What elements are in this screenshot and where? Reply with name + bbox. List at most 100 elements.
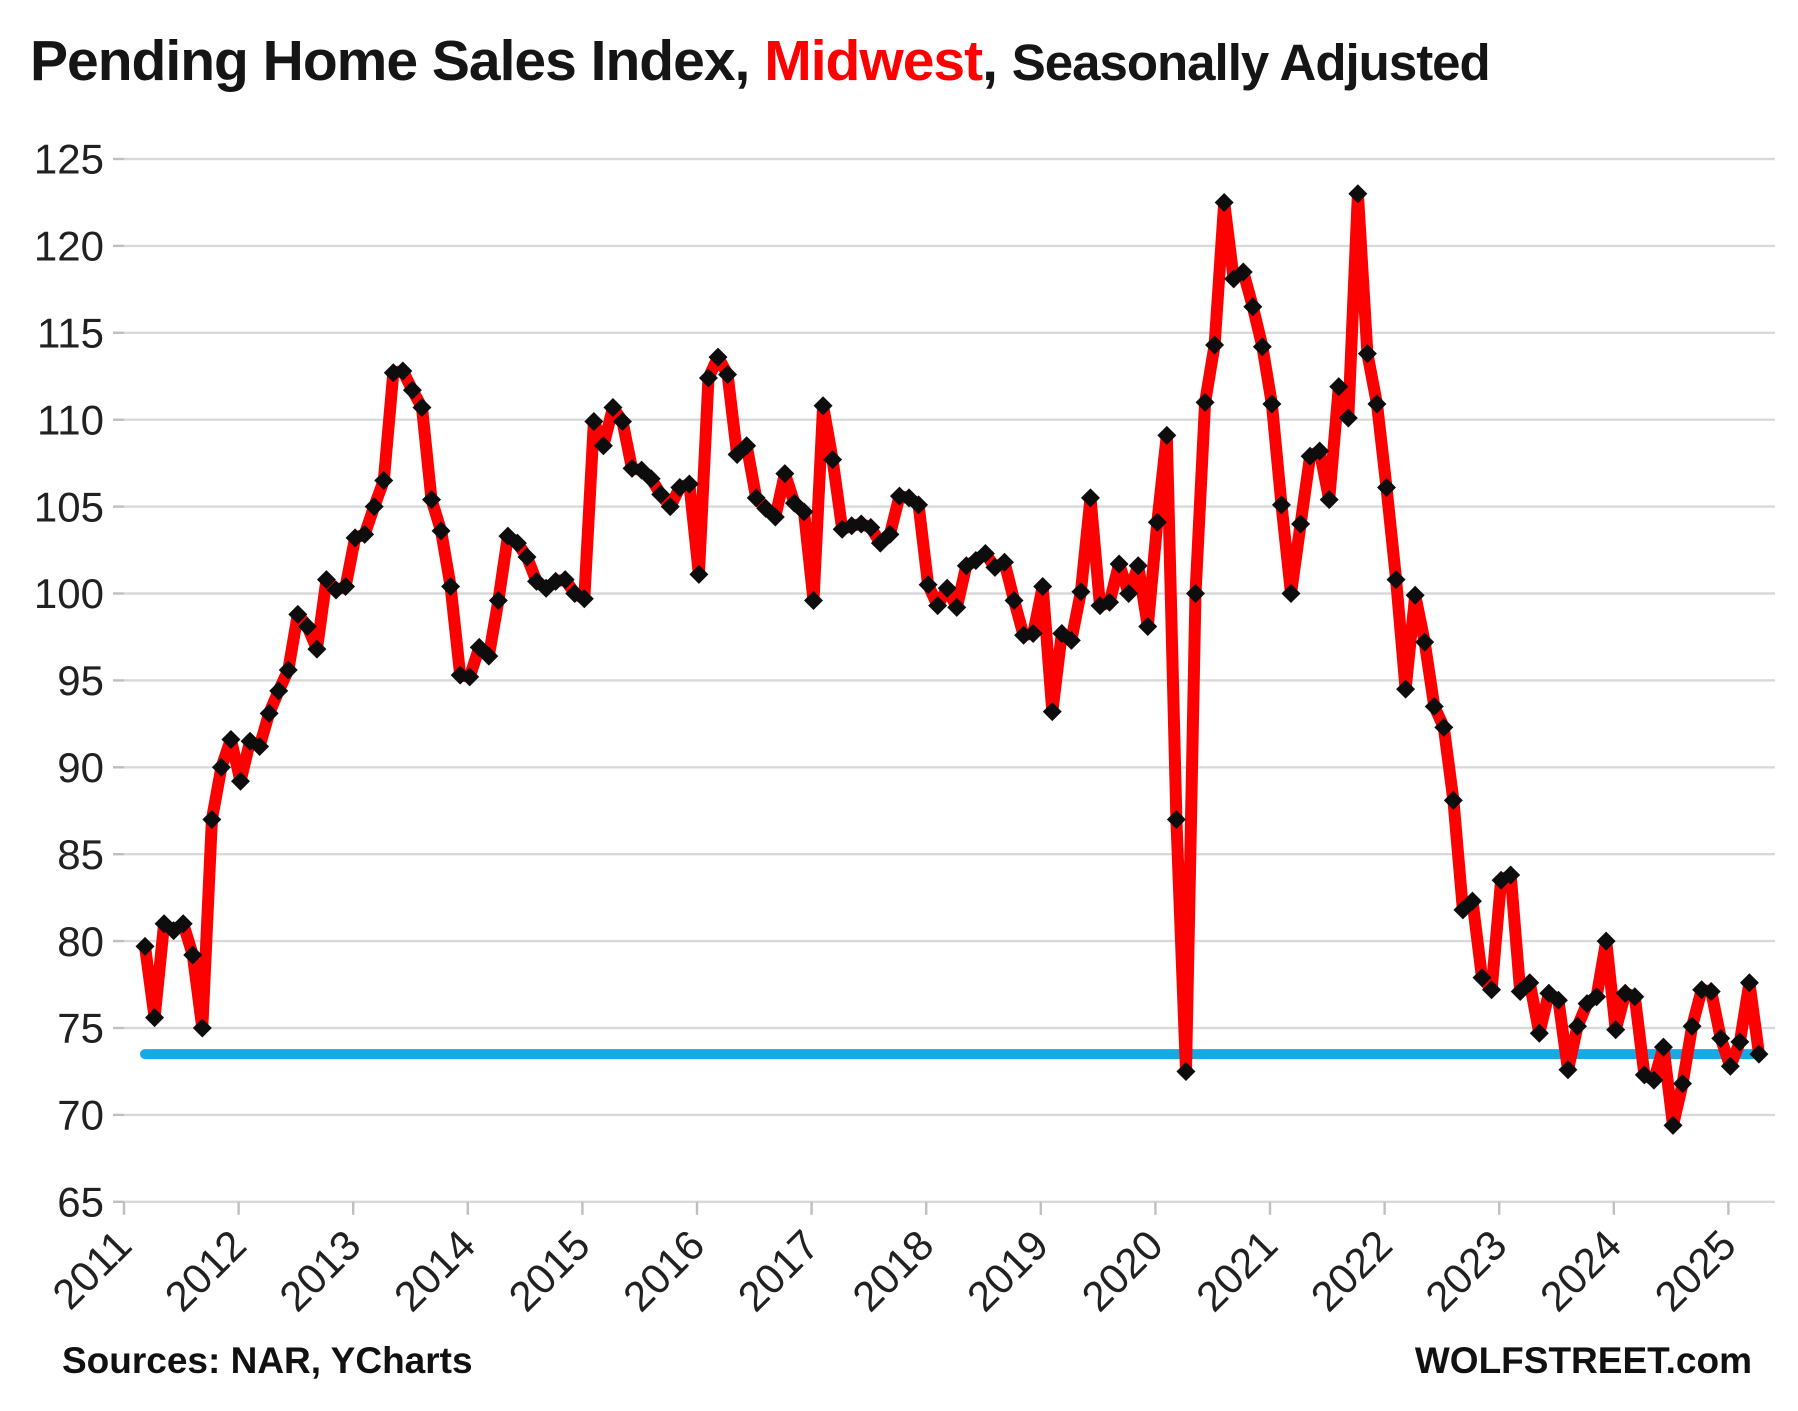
data-point-marker [975,544,995,564]
y-tick-label-95: 95 [57,657,104,704]
data-point-marker [1558,1060,1578,1080]
data-point-marker [1252,337,1272,357]
x-tick-label-2014: 2014 [385,1221,484,1320]
x-tick-label-2018: 2018 [843,1221,942,1320]
data-point-marker [679,474,699,494]
data-point-marker [698,368,718,388]
data-point-marker [1357,344,1377,364]
data-point-marker [1424,696,1444,716]
data-point-marker [1310,441,1330,461]
data-point-marker [145,1008,165,1028]
data-point-marker [1319,490,1339,510]
data-point-marker [1711,1028,1731,1048]
data-point-marker [1061,630,1081,650]
data-point-marker [1119,584,1139,603]
data-point-marker [1042,702,1062,722]
data-point-marker [307,639,327,659]
y-tick-label-90: 90 [57,744,104,791]
data-point-marker [192,1018,212,1038]
data-point-marker [641,469,661,489]
data-point-marker [947,597,967,617]
data-point-marker [1377,477,1396,497]
data-point-marker [1720,1056,1740,1076]
y-tick-label-80: 80 [57,918,104,965]
data-point-marker [1176,1061,1196,1081]
data-point-marker [1606,1020,1626,1040]
data-point-marker [1501,865,1521,885]
data-point-marker [1443,790,1463,810]
series-markers [135,184,1769,1135]
data-point-marker [813,396,833,416]
data-point-marker [1100,592,1120,612]
data-point-marker [1434,717,1454,737]
data-point-marker [1033,577,1053,597]
y-tick-label-100: 100 [34,570,104,617]
data-point-marker [775,464,795,484]
data-point-marker [488,590,508,610]
y-tick-label-65: 65 [57,1179,104,1226]
data-point-marker [1348,184,1368,204]
data-point-marker [1233,262,1253,282]
data-point-marker [507,533,527,553]
data-point-marker [937,578,957,598]
chart-title-separator: , [982,29,1012,93]
data-point-marker [603,398,623,418]
data-point-marker [1663,1115,1683,1135]
data-point-marker [269,681,289,701]
y-tick-label-75: 75 [57,1005,104,1052]
x-tick-label-2017: 2017 [729,1221,828,1320]
data-point-marker [1128,556,1148,576]
x-tick-label-2025: 2025 [1645,1221,1744,1320]
gridlines [124,157,1775,1204]
chart-title-highlight: Midwest [764,29,983,93]
data-point-marker [173,914,193,934]
data-point-marker [1520,973,1540,993]
data-point-marker [1271,495,1291,515]
x-axis-labels: 2011 2012 2013 2014 2015 2016 2017 2018 2019 2020… [43,1221,1745,1320]
data-point-marker [1405,585,1425,605]
data-point-marker [746,488,766,508]
data-point-marker [1568,1016,1587,1036]
data-point-marker [336,577,356,597]
data-point-marker [1367,394,1387,414]
data-point-marker [804,590,823,610]
data-point-marker [574,589,594,609]
data-point-marker [1138,617,1158,637]
data-point-marker [441,577,461,597]
data-point-marker [784,493,804,513]
data-point-marker [479,646,499,666]
data-point-marker [517,547,537,567]
data-point-marker [202,809,222,829]
data-point-marker [288,604,308,624]
data-point-marker [1262,394,1282,414]
data-point-marker [422,490,441,510]
y-axis-ticks [113,157,124,1204]
data-point-marker [412,398,432,418]
data-point-marker [880,524,900,544]
data-point-marker [1682,1016,1702,1036]
data-point-marker [135,936,155,956]
data-point-marker [660,497,680,517]
data-point-marker [278,660,298,680]
data-point-marker [498,526,518,546]
x-tick-label-2022: 2022 [1302,1221,1401,1320]
data-point-marker [708,347,728,367]
sources-note: Sources: NAR, YCharts [62,1340,473,1381]
data-point-marker [918,575,938,595]
data-point-marker [250,736,270,756]
data-point-marker [1673,1074,1693,1094]
data-point-marker [1396,679,1416,699]
data-point-marker [221,729,241,749]
data-point-marker [1147,512,1167,532]
data-point-marker [1281,584,1301,603]
data-point-marker [364,497,384,517]
data-point-marker [1653,1037,1673,1057]
data-point-marker [1644,1070,1664,1090]
y-tick-label-105: 105 [34,483,104,530]
y-axis-labels: 65 70 75 80 85 90 95 100 105 110 115 120 125 [34,136,104,1226]
data-point-marker [794,502,814,522]
data-point-marker [613,411,632,431]
x-tick-label-2016: 2016 [614,1221,713,1320]
